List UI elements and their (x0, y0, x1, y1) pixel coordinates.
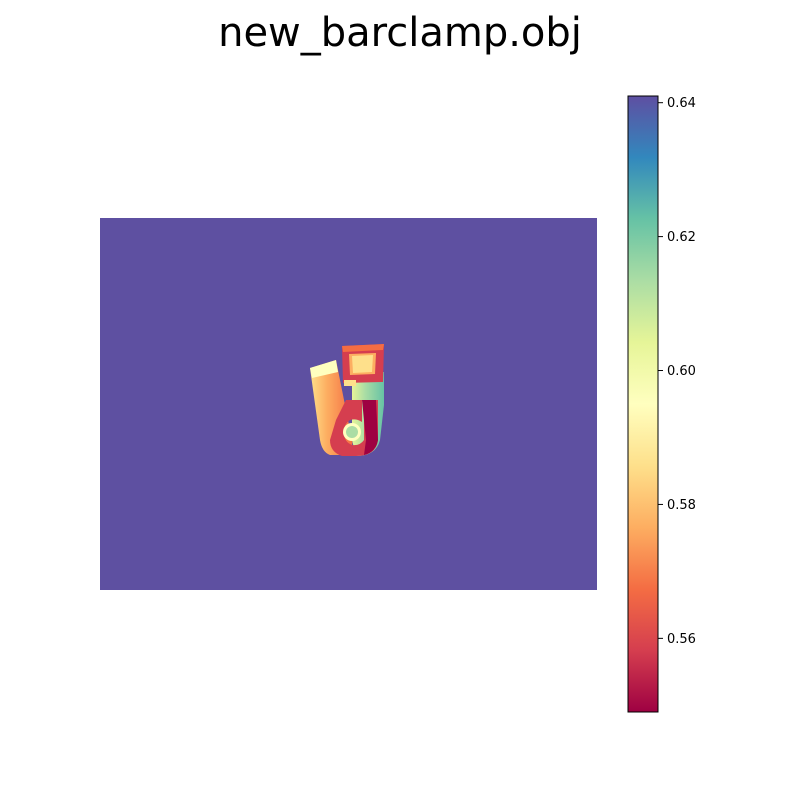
colorbar-tick-label: 0.58 (667, 498, 696, 513)
colorbar-tick-label: 0.64 (667, 96, 696, 111)
chart-title: new_barclamp.obj (218, 10, 582, 56)
colorbar-tick-label: 0.62 (667, 230, 696, 245)
colorbar-tick-label: 0.60 (667, 364, 696, 379)
barclamp-object (310, 344, 384, 456)
colorbar-tick-label: 0.56 (667, 632, 696, 647)
colorbar-ticks: 0.56 0.58 0.60 0.62 0.64 (658, 96, 696, 647)
colorbar (627, 95, 659, 713)
